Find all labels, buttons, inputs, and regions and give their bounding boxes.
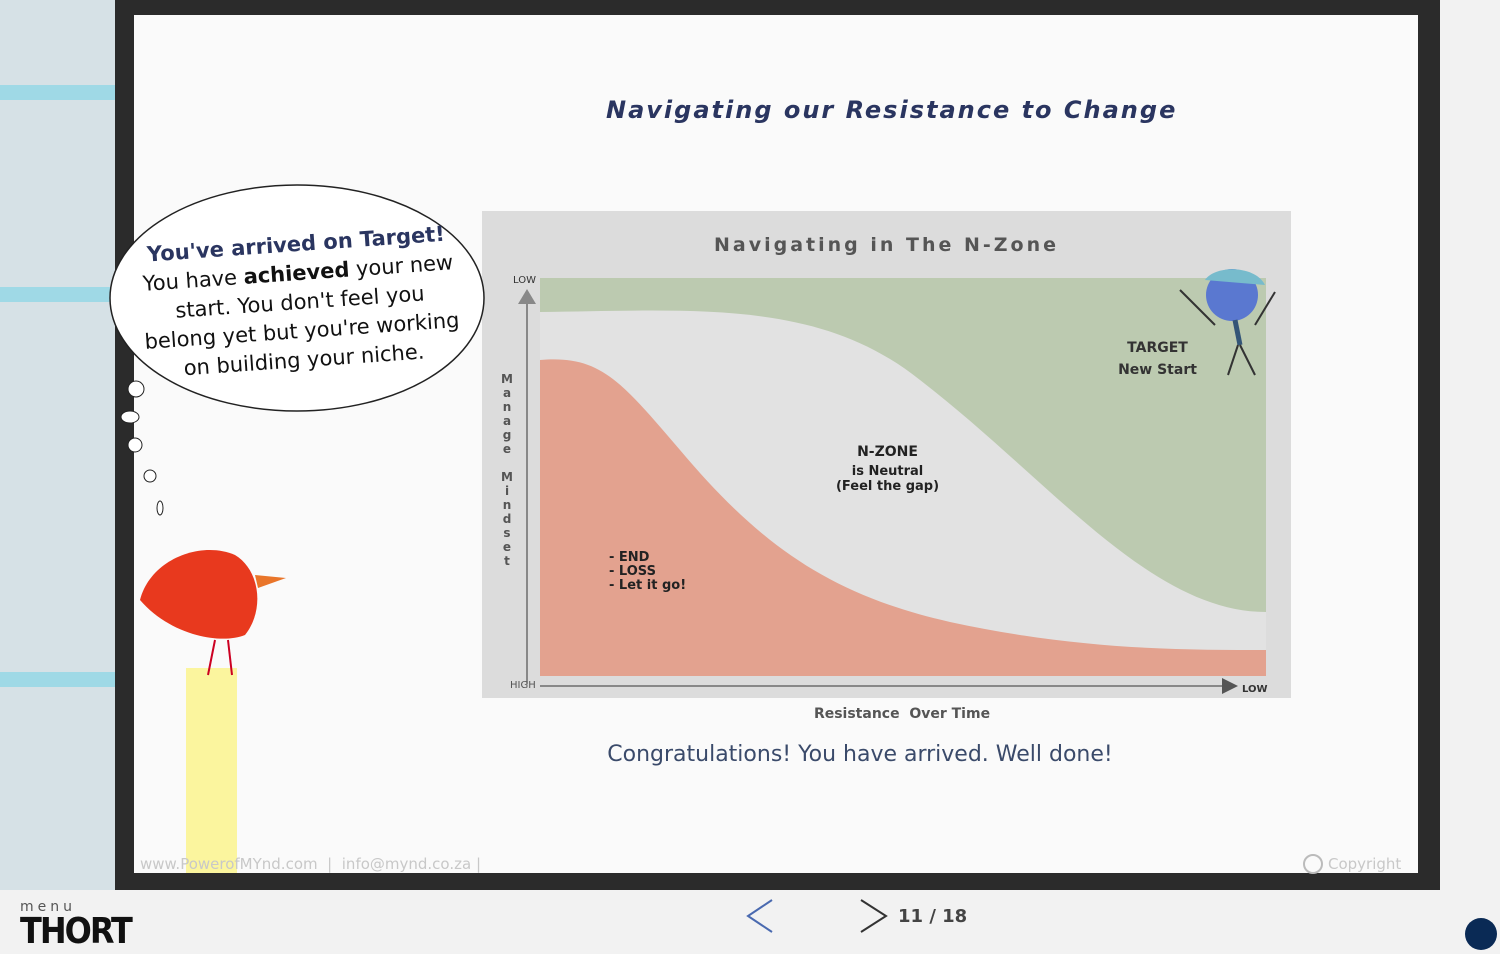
end-line: - LOSS xyxy=(609,564,656,579)
target-label: TARGET New Start xyxy=(1110,337,1205,381)
next-arrow[interactable] xyxy=(860,899,888,933)
y-axis-label: Manage Mindset xyxy=(500,372,514,568)
x-start-label: HIGH xyxy=(510,680,536,691)
bubble-body-bold: achieved xyxy=(242,257,351,289)
bubble-text: You've arrived on Target! You have achie… xyxy=(135,219,464,386)
pillar xyxy=(186,668,237,873)
end-label: - END - LOSS - Let it go! xyxy=(609,551,686,593)
sidebar xyxy=(0,0,115,890)
footer-email[interactable]: info@mynd.co.za xyxy=(341,855,472,873)
end-zone xyxy=(540,359,1266,676)
menu-label[interactable]: menu xyxy=(20,899,76,915)
diagram-title: Navigating in The N-Zone xyxy=(713,234,1060,256)
bubble-body: You have achieved your new start. You do… xyxy=(137,248,464,386)
menu-brand[interactable]: THORT xyxy=(20,910,133,952)
speech-bubble xyxy=(109,184,485,412)
footer-site[interactable]: www.PowerofMYnd.com xyxy=(140,855,318,873)
target-line: TARGET xyxy=(1127,340,1188,356)
nzone-line: is Neutral xyxy=(851,464,924,479)
thought-dots xyxy=(120,380,164,516)
sidebar-bar xyxy=(0,672,115,687)
corner-icon[interactable] xyxy=(1465,918,1497,950)
y-top-label: LOW xyxy=(513,275,536,286)
sidebar-bar xyxy=(0,287,115,302)
page-indicator: 11 / 18 xyxy=(898,906,968,927)
slide-title: Navigating our Resistance to Change xyxy=(606,96,1178,124)
nzone-label: N-ZONE is Neutral (Feel the gap) xyxy=(820,444,955,495)
bird xyxy=(140,550,286,676)
y-arrow xyxy=(518,289,536,304)
x-axis-label: Resistance Over Time xyxy=(813,706,991,722)
footer-links: www.PowerofMYnd.com | info@mynd.co.za | xyxy=(140,855,482,873)
bubble-body-part: You have xyxy=(141,264,245,296)
end-line: - END xyxy=(609,550,650,565)
sidebar-bar xyxy=(0,85,115,100)
character xyxy=(1179,269,1276,376)
x-arrow xyxy=(1222,678,1238,694)
message: Congratulations! You have arrived. Well … xyxy=(607,742,1113,767)
nzone-line: (Feel the gap) xyxy=(835,479,940,494)
x-end-label: LOW xyxy=(1242,684,1268,695)
end-line: - Let it go! xyxy=(609,578,687,593)
footer-copyright: Copyright xyxy=(1328,855,1402,873)
prev-arrow[interactable] xyxy=(746,899,773,933)
nzone-line: N-ZONE xyxy=(857,444,918,460)
copyright-icon xyxy=(1303,854,1323,874)
target-line: New Start xyxy=(1118,362,1197,378)
